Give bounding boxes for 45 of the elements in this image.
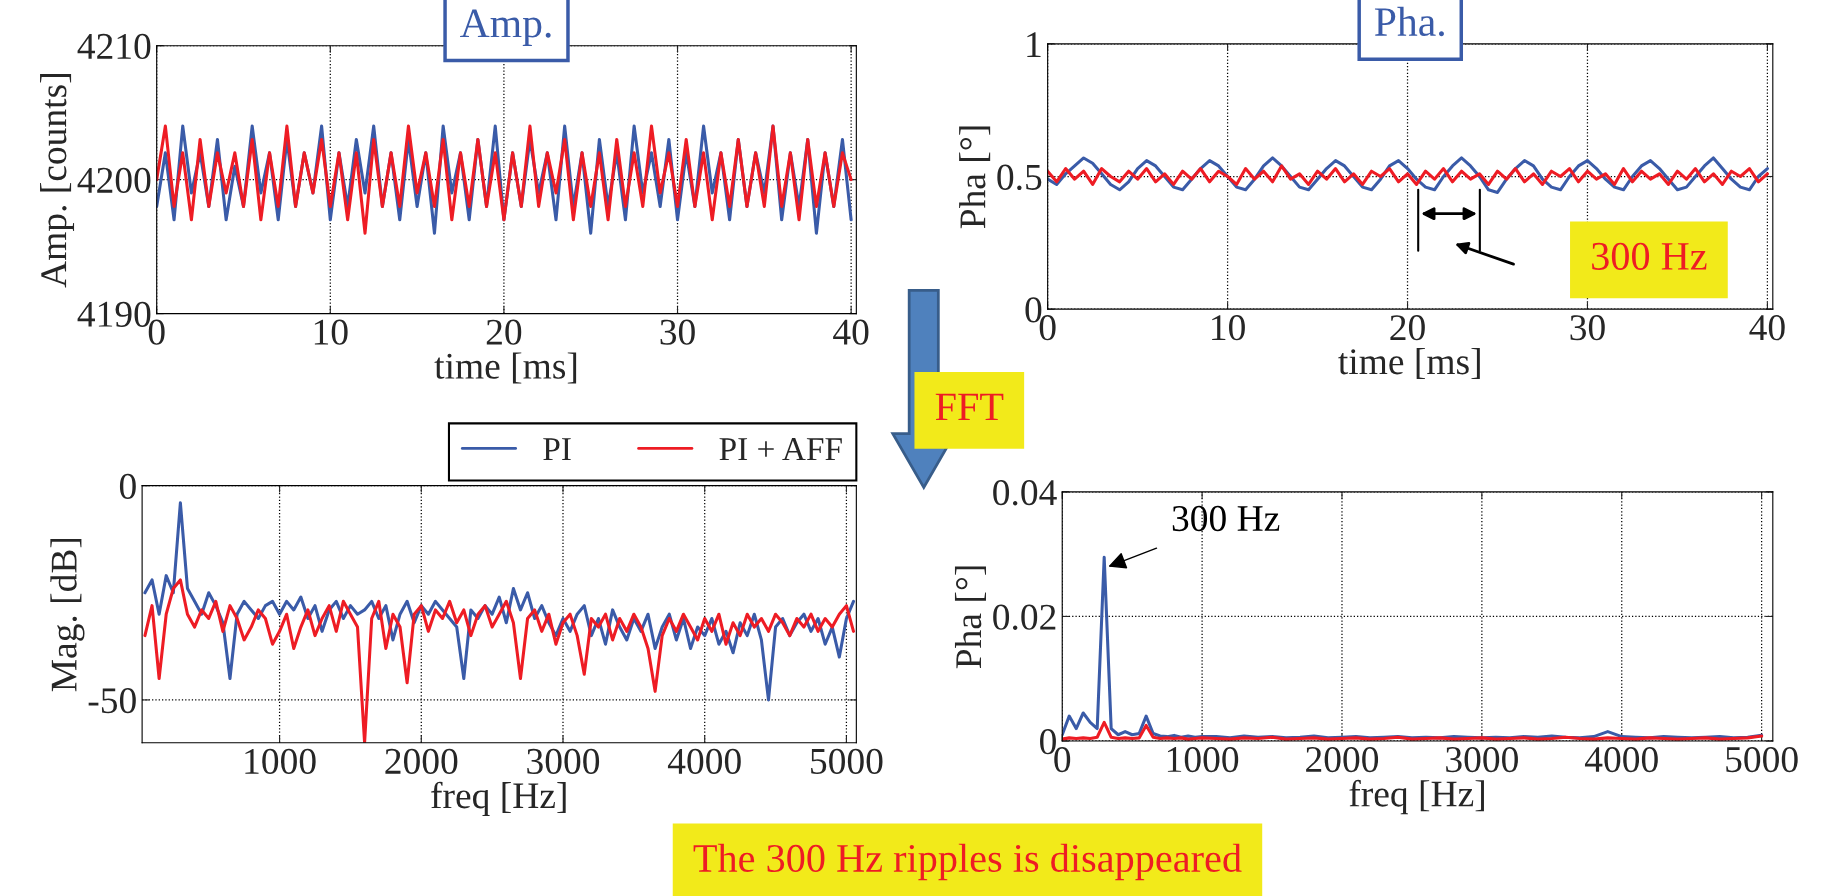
annotation: 300 Hz	[1592, 242, 1707, 270]
x-tick-label: 20	[1390, 315, 1425, 341]
y-tick-label: 4210	[77, 33, 151, 60]
x-tick-label: 4000	[667, 748, 741, 775]
x-tick-label: 1000	[1167, 746, 1239, 773]
chart-title: Pha.	[1374, 6, 1444, 37]
y-axis-title: Pha [°]	[959, 126, 991, 229]
x-tick-label: 4000	[1584, 746, 1658, 773]
x-axis-title: freq [Hz]	[431, 781, 566, 817]
y-tick-label: 0	[1040, 729, 1056, 755]
legend-label: PI + AFF	[719, 438, 842, 461]
x-tick-label: 2000	[385, 748, 458, 775]
x-axis-title: freq [Hz]	[1349, 779, 1484, 815]
x-tick-label: 30	[660, 319, 695, 345]
x-tick-label: 3000	[527, 748, 600, 775]
y-tick-label: 0.02	[993, 604, 1056, 630]
y-tick-label: 0	[119, 473, 136, 500]
x-axis-title: time [ms]	[434, 352, 577, 384]
chart-title: Amp.	[460, 9, 551, 46]
y-axis-title: Mag. [dB]	[50, 538, 85, 692]
x-tick-label: 2000	[1306, 746, 1379, 773]
y-tick-label: -50	[88, 688, 136, 714]
x-tick-label: 40	[1749, 315, 1785, 341]
x-tick-label: 5000	[811, 748, 883, 775]
line-series	[1062, 720, 1764, 741]
y-tick-label: 0.04	[993, 479, 1057, 506]
x-tick-label: 10	[314, 319, 348, 345]
legend-label: PI	[543, 438, 571, 461]
x-tick-label: 30	[1570, 315, 1605, 341]
x-tick-label: 1000	[245, 748, 316, 775]
x-tick-label: 20	[486, 319, 522, 345]
x-tick-label: 5000	[1726, 746, 1798, 773]
y-tick-label: 0.5	[997, 164, 1042, 191]
text: FFT	[935, 393, 1004, 421]
line-series	[1047, 164, 1769, 186]
y-axis-title: Pha [°]	[954, 566, 986, 669]
text: The 300 Hz ripples is disappeared	[693, 843, 1242, 881]
y-tick-label: 1	[1027, 32, 1041, 57]
annotation: 300 Hz	[1172, 505, 1280, 532]
x-tick-label: 40	[833, 319, 869, 345]
x-tick-label: 3000	[1446, 746, 1518, 773]
y-axis-title: Amp. [counts]	[40, 74, 75, 288]
x-tick-label: 10	[1212, 315, 1245, 341]
x-axis-title: time [ms]	[1338, 347, 1480, 380]
y-tick-label: 4200	[77, 167, 151, 194]
